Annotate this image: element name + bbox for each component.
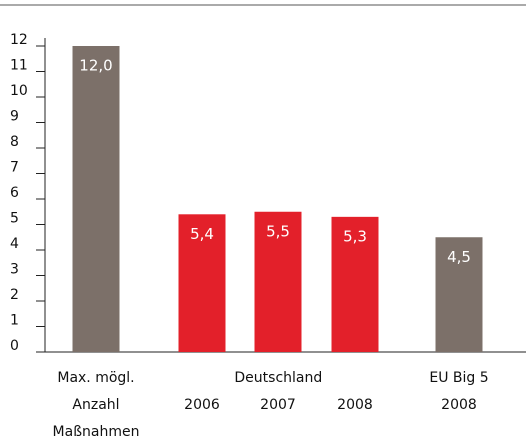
y-tick-label: 2 [10, 287, 19, 303]
x-tick-label: 2008 [441, 397, 477, 413]
value-label: 12,0 [79, 57, 112, 75]
y-tick-label: 7 [10, 160, 19, 176]
value-label: 5,3 [343, 227, 367, 245]
y-tick-label: 9 [10, 109, 19, 125]
y-tick-label: 3 [10, 262, 19, 278]
value-label: 5,5 [266, 222, 290, 240]
bar [254, 211, 302, 352]
y-tick-label: 12 [10, 32, 28, 48]
bar [178, 214, 226, 352]
value-label: 4,5 [447, 248, 471, 266]
x-tick-label: 2008 [337, 397, 373, 413]
x-tick-label: Maßnahmen [53, 424, 140, 440]
y-tick-label: 6 [10, 185, 19, 201]
y-tick-label: 11 [10, 58, 28, 74]
value-label: 5,4 [190, 225, 214, 243]
y-tick-label: 8 [10, 134, 19, 150]
y-tick-label: 4 [10, 236, 19, 252]
x-tick-label: 2007 [260, 397, 296, 413]
x-tick-label: EU Big 5 [429, 370, 488, 386]
bar [331, 216, 379, 352]
y-tick-label: 10 [10, 83, 28, 99]
bar [435, 237, 483, 352]
x-tick-label: 2006 [184, 397, 220, 413]
x-tick-label: Max. mögl. [57, 370, 134, 386]
y-tick-label: 1 [10, 313, 19, 329]
group-label: Deutschland [234, 370, 322, 386]
x-tick-label: Anzahl [72, 397, 119, 413]
y-tick-label: 0 [10, 338, 19, 354]
y-tick-label: 5 [10, 211, 19, 227]
bar [72, 46, 120, 352]
